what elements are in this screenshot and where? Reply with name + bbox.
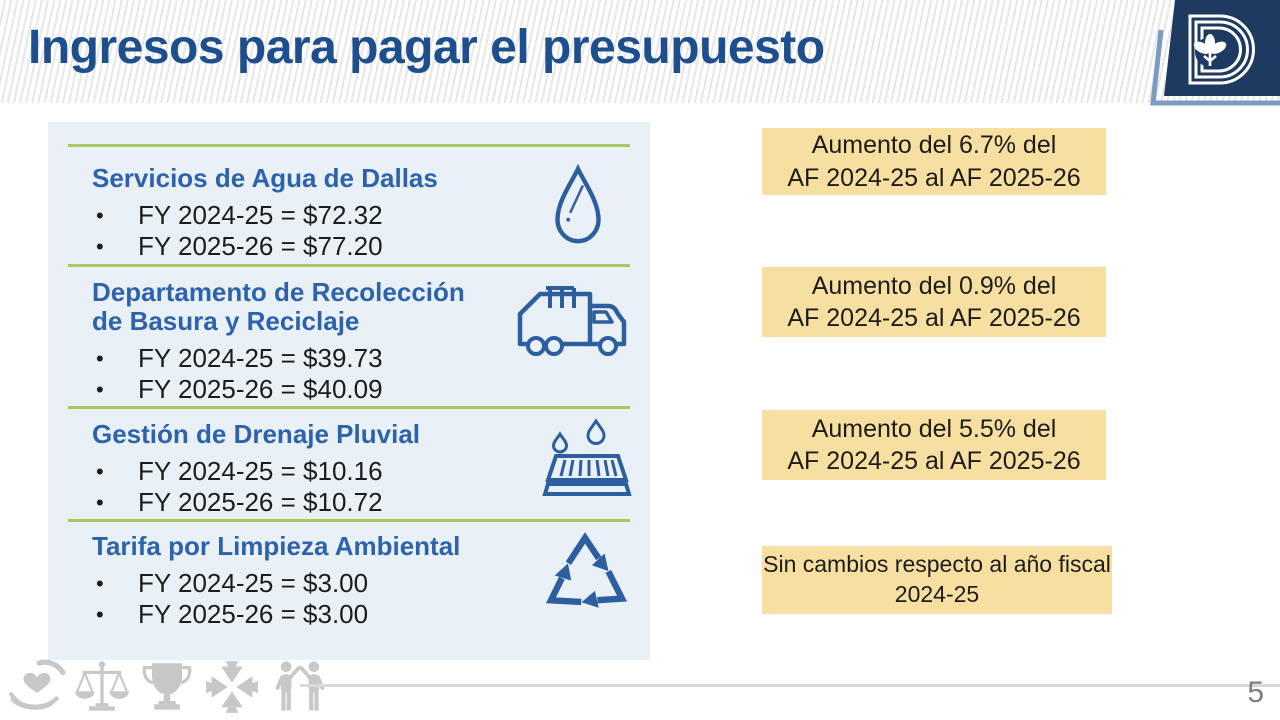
bullet-item: • FY 2024-25 = $10.16 (92, 456, 552, 487)
section-heading: Departamento de Recolección de Basura y … (92, 277, 465, 337)
city-of-dallas-logo (1148, 0, 1280, 116)
bullet-item: • FY 2025-26 = $3.00 (92, 599, 552, 630)
trophy-icon (142, 663, 192, 710)
bullet-dot: • (96, 346, 104, 372)
footer-divider-line (300, 684, 1280, 687)
page-number: 5 (1247, 676, 1264, 709)
bullet-dot: • (96, 490, 104, 516)
dallas-d-icon (1150, 0, 1280, 106)
callout-stormwater-increase: Aumento del 5.5% del AF 2024-25 al AF 20… (762, 410, 1106, 480)
bullet-dot: • (96, 377, 104, 403)
recycle-icon (542, 532, 630, 620)
storm-drain-icon (542, 418, 632, 496)
bullet-item: • FY 2025-26 = $40.09 (92, 374, 552, 405)
section-heading: Gestión de Drenaje Pluvial (92, 419, 420, 449)
bullet-item: • FY 2024-25 = $72.32 (92, 200, 552, 231)
section-heading: Servicios de Agua de Dallas (92, 163, 438, 193)
header-striped-background (0, 0, 1280, 103)
water-drop-icon (555, 164, 601, 244)
callout-no-change: Sin cambios respecto al año fiscal 2024-… (762, 546, 1112, 614)
bullet-dot: • (96, 602, 104, 628)
bullet-dot: • (96, 203, 104, 229)
revenue-panel: Servicios de Agua de Dallas • FY 2024-25 … (48, 122, 650, 660)
green-divider (68, 406, 630, 409)
hands-heart-icon (9, 659, 66, 710)
green-divider (68, 264, 630, 267)
people-icon (275, 661, 325, 711)
green-divider (68, 519, 630, 522)
arrows-center-icon (206, 661, 258, 713)
page-title: Ingresos para pagar el presupuesto (28, 21, 825, 74)
section-sanitation: Departamento de Recolección de Basura y … (92, 277, 552, 405)
callout-sanitation-increase: Aumento del 0.9% del AF 2024-25 al AF 20… (762, 267, 1106, 337)
scales-icon (75, 661, 129, 711)
garbage-truck-icon (517, 286, 627, 356)
core-values-icons (8, 659, 332, 715)
bullet-item: • FY 2025-26 = $10.72 (92, 487, 552, 518)
bullet-item: • FY 2024-25 = $39.73 (92, 343, 552, 374)
bullet-dot: • (96, 459, 104, 485)
section-environmental-fee: Tarifa por Limpieza Ambiental • FY 2024-2… (92, 531, 552, 630)
bullet-dot: • (96, 571, 104, 597)
callout-water-increase: Aumento del 6.7% del AF 2024-25 al AF 20… (762, 128, 1106, 195)
section-stormwater: Gestión de Drenaje Pluvial • FY 2024-25 =… (92, 419, 552, 518)
bullet-dot: • (96, 234, 104, 260)
green-divider (68, 144, 630, 147)
section-heading: Tarifa por Limpieza Ambiental (92, 531, 461, 561)
section-water-services: Servicios de Agua de Dallas • FY 2024-25 … (92, 163, 552, 262)
bullet-item: • FY 2024-25 = $3.00 (92, 568, 552, 599)
bullet-item: • FY 2025-26 = $77.20 (92, 231, 552, 262)
